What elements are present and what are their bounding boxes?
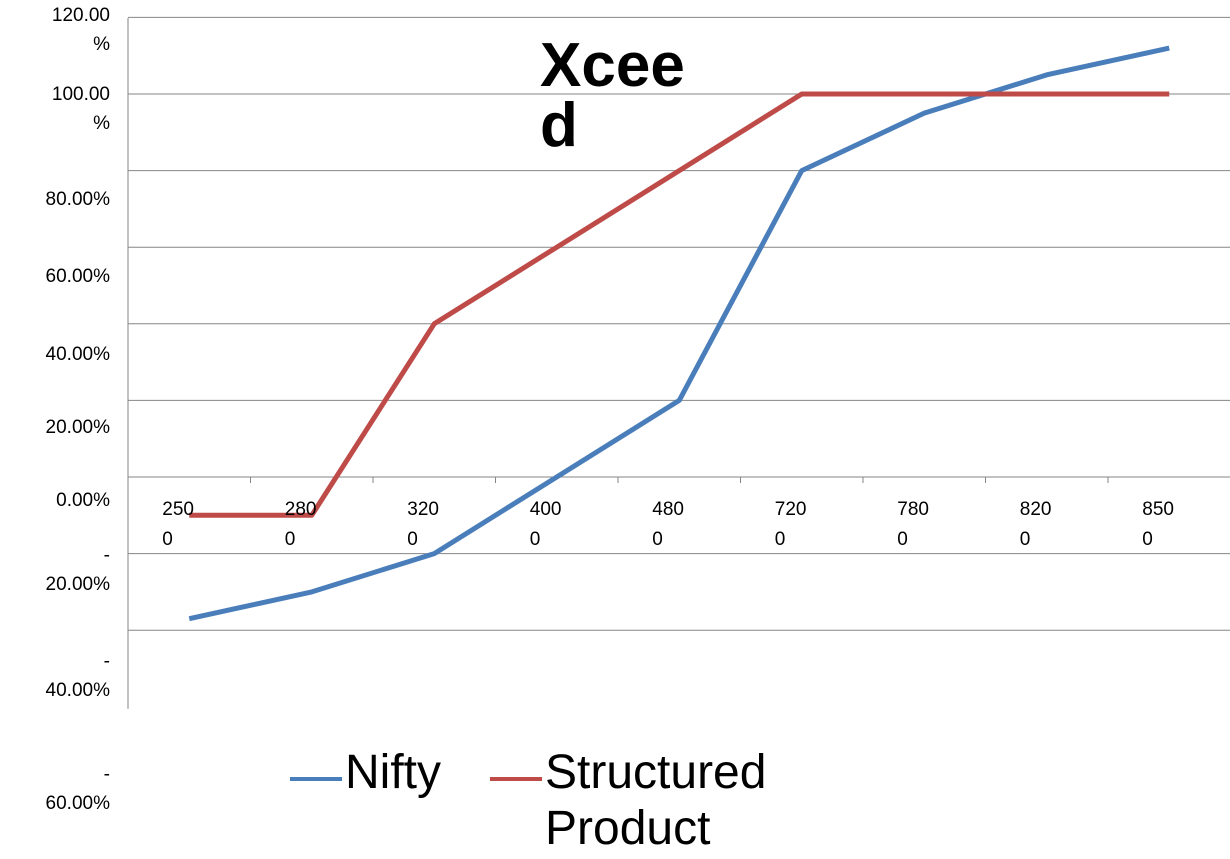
- y-tick-label: 80.00%: [45, 189, 110, 210]
- series-lines: [188, 45, 1170, 622]
- y-tick-label: - 60.00%: [45, 764, 110, 814]
- x-tick-label: 280 0: [284, 499, 317, 550]
- y-tick-label: - 20.00%: [45, 545, 110, 595]
- x-tick-label: 250 0: [162, 499, 194, 550]
- x-tick-label: 720 0: [774, 499, 807, 550]
- y-tick-label: 120.00 %: [51, 5, 110, 55]
- y-tick-label: - 40.00%: [45, 651, 110, 701]
- chart-title: Xcee d: [540, 31, 685, 160]
- x-tick-label: 400 0: [529, 499, 562, 550]
- legend-swatch: [490, 777, 542, 781]
- legend-swatch: [290, 777, 342, 781]
- legend-label: Structured Product: [545, 746, 767, 855]
- x-tick-label: 850 0: [1142, 499, 1174, 550]
- series-line-nifty: [188, 45, 1170, 622]
- y-tick-label: 100.00 %: [51, 84, 110, 134]
- series-line-structured-product: [189, 91, 1170, 518]
- axes: [127, 18, 1230, 709]
- y-tick-label: 40.00%: [45, 344, 110, 365]
- legend-label: Nifty: [345, 746, 441, 799]
- x-tick-label: 820 0: [1019, 499, 1052, 550]
- x-tick-label: 480 0: [652, 499, 684, 550]
- x-tick-label: 780 0: [897, 499, 929, 550]
- y-tick-label: 0.00%: [56, 490, 110, 511]
- x-tick-label: 320 0: [407, 499, 439, 550]
- y-tick-label: 20.00%: [45, 417, 110, 438]
- y-tick-label: 60.00%: [45, 266, 110, 287]
